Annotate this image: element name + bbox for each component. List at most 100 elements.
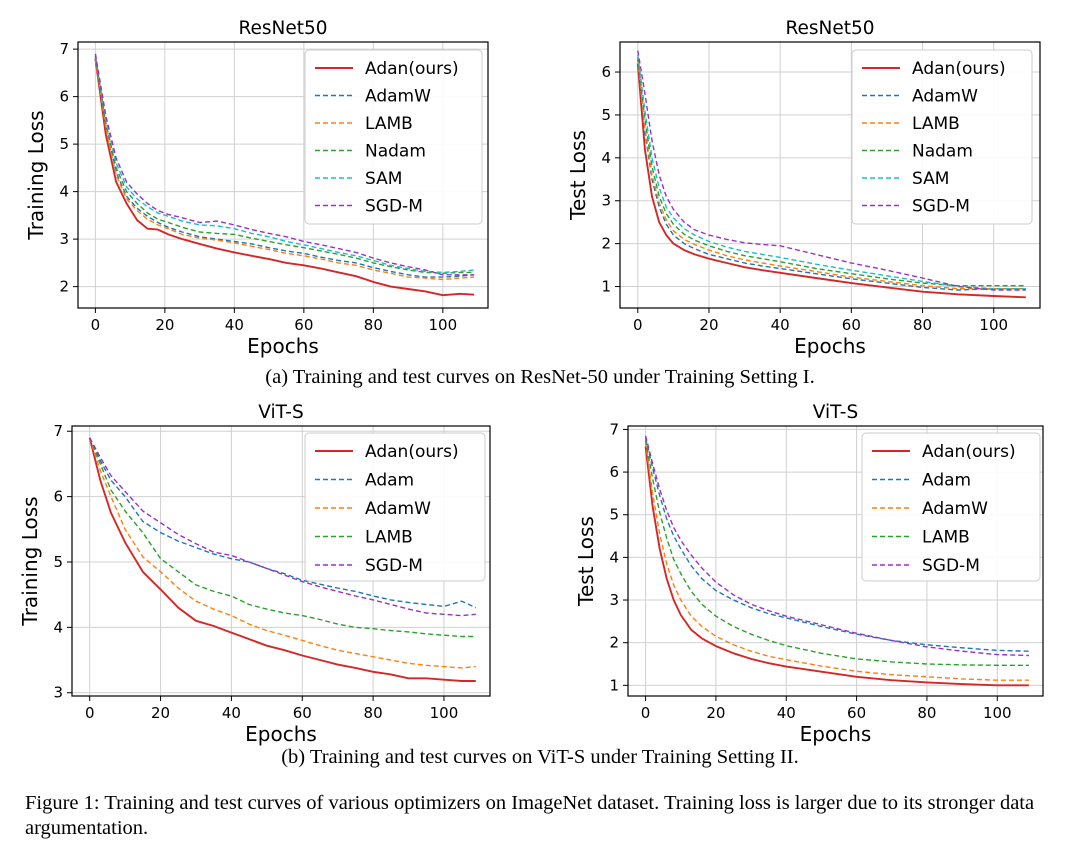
series-line-2 bbox=[644, 442, 1029, 681]
legend-label-0: Adan(ours) bbox=[365, 442, 459, 462]
y-tick-label: 3 bbox=[601, 192, 611, 210]
series-line-5 bbox=[94, 53, 475, 276]
x-tick-label: 100 bbox=[429, 316, 458, 334]
x-tick-label: 80 bbox=[364, 704, 383, 722]
caption-a: (a) Training and test curves on ResNet-5… bbox=[265, 366, 815, 388]
x-axis-label: Epochs bbox=[794, 334, 866, 358]
x-tick-label: 100 bbox=[430, 704, 459, 722]
chart-panel-3: 0 20 40 60 80 100 1 2 3 4 5 6 7 ViT-S Epochs Test Loss A… bbox=[574, 402, 1044, 746]
chart-title: ViT-S bbox=[258, 402, 303, 423]
figure-caption: Figure 1: Training and test curves of va… bbox=[25, 792, 1035, 839]
x-tick-label: 80 bbox=[913, 316, 932, 334]
legend-label-2: LAMB bbox=[912, 114, 960, 134]
legend-label-2: AdamW bbox=[922, 499, 988, 519]
chart-title: ResNet50 bbox=[238, 18, 327, 39]
x-tick-label: 40 bbox=[225, 316, 244, 334]
y-tick-label: 6 bbox=[609, 463, 619, 481]
x-tick-label: 0 bbox=[85, 704, 95, 722]
legend-label-4: SAM bbox=[365, 169, 402, 189]
x-tick-label: 60 bbox=[293, 704, 312, 722]
legend-box bbox=[861, 432, 1041, 582]
chart-title: ResNet50 bbox=[785, 18, 874, 39]
x-axis-label: Epochs bbox=[800, 722, 872, 746]
chart-title: ViT-S bbox=[813, 402, 858, 423]
x-tick-label: 100 bbox=[979, 316, 1008, 334]
legend-label-1: Adam bbox=[922, 471, 971, 491]
y-tick-label: 3 bbox=[59, 230, 69, 248]
y-tick-label: 3 bbox=[609, 591, 619, 609]
series-line-4 bbox=[89, 437, 476, 617]
y-tick-label: 5 bbox=[601, 106, 611, 124]
legend-label-3: LAMB bbox=[365, 528, 413, 548]
x-tick-label: 20 bbox=[151, 704, 170, 722]
x-tick-label: 20 bbox=[699, 316, 718, 334]
legend-label-0: Adan(ours) bbox=[912, 59, 1006, 79]
series-line-1 bbox=[644, 437, 1029, 652]
axes-frame bbox=[627, 425, 1044, 697]
series-line-1 bbox=[94, 56, 475, 278]
y-tick-label: 6 bbox=[53, 488, 63, 506]
series-line-1 bbox=[89, 437, 477, 609]
y-tick-label: 2 bbox=[601, 235, 611, 253]
legend: Adan(ours) Adam AdamW LAMB SGD-M bbox=[861, 432, 1041, 582]
y-axis-label: Training Loss bbox=[24, 110, 48, 240]
x-tick-label: 0 bbox=[91, 316, 101, 334]
y-tick-label: 4 bbox=[609, 548, 619, 566]
series-line-4 bbox=[637, 54, 1026, 290]
legend-label-5: SGD-M bbox=[365, 197, 423, 217]
x-tick-label: 80 bbox=[364, 316, 383, 334]
y-tick-label: 5 bbox=[53, 553, 63, 571]
series-line-2 bbox=[637, 59, 1026, 290]
series-line-5 bbox=[637, 50, 1026, 291]
y-tick-label: 6 bbox=[601, 63, 611, 81]
axes-frame bbox=[619, 41, 1041, 309]
series-line-4 bbox=[94, 53, 475, 274]
legend-label-1: AdamW bbox=[365, 87, 431, 107]
legend: Adan(ours) AdamW LAMB Nadam SAM SGD-M bbox=[851, 49, 1033, 225]
chart-panel-2: 0 20 40 60 80 100 3 4 5 6 7 ViT-S Epochs Training Los… bbox=[18, 402, 491, 746]
x-tick-label: 20 bbox=[706, 704, 725, 722]
legend-label-4: SGD-M bbox=[922, 556, 980, 576]
x-tick-label: 60 bbox=[847, 704, 866, 722]
x-tick-label: 40 bbox=[777, 704, 796, 722]
series-line-0 bbox=[94, 58, 475, 297]
legend-label-3: LAMB bbox=[922, 528, 970, 548]
x-tick-label: 80 bbox=[917, 704, 936, 722]
series-line-4 bbox=[644, 435, 1029, 657]
legend-label-4: SAM bbox=[912, 169, 949, 189]
y-tick-label: 6 bbox=[59, 88, 69, 106]
x-axis-label: Epochs bbox=[245, 722, 317, 746]
y-tick-label: 4 bbox=[59, 183, 69, 201]
legend-label-2: LAMB bbox=[365, 114, 413, 134]
series-line-3 bbox=[637, 56, 1026, 287]
series-line-0 bbox=[644, 446, 1029, 687]
x-tick-label: 40 bbox=[222, 704, 241, 722]
chart-panel-0: 0 20 40 60 80 100 2 3 4 5 6 7 ResNet50 Epochs Training… bbox=[24, 18, 489, 358]
legend-label-1: Adam bbox=[365, 471, 414, 491]
series-line-3 bbox=[644, 439, 1029, 666]
series-line-0 bbox=[88, 437, 476, 682]
y-tick-label: 4 bbox=[53, 618, 63, 636]
y-tick-label: 1 bbox=[609, 676, 619, 694]
legend: Adan(ours) Adam AdamW LAMB SGD-M bbox=[304, 432, 486, 582]
y-tick-label: 1 bbox=[601, 278, 611, 296]
y-tick-label: 2 bbox=[609, 634, 619, 652]
y-tick-label: 7 bbox=[609, 420, 619, 438]
series-line-0 bbox=[636, 63, 1026, 299]
y-tick-label: 7 bbox=[53, 422, 63, 440]
axes-frame bbox=[71, 425, 491, 697]
series-line-2 bbox=[89, 437, 476, 669]
y-axis-label: Test Loss bbox=[574, 516, 598, 607]
y-tick-label: 4 bbox=[601, 149, 611, 167]
legend-box bbox=[304, 432, 486, 582]
x-tick-label: 100 bbox=[983, 704, 1012, 722]
legend-box bbox=[304, 49, 483, 225]
y-tick-label: 5 bbox=[609, 506, 619, 524]
series-line-3 bbox=[94, 56, 475, 274]
x-tick-label: 0 bbox=[633, 316, 643, 334]
legend-label-3: Nadam bbox=[912, 142, 973, 162]
caption-b: (b) Training and test curves on ViT-S un… bbox=[281, 746, 799, 768]
axes-frame bbox=[77, 41, 489, 309]
